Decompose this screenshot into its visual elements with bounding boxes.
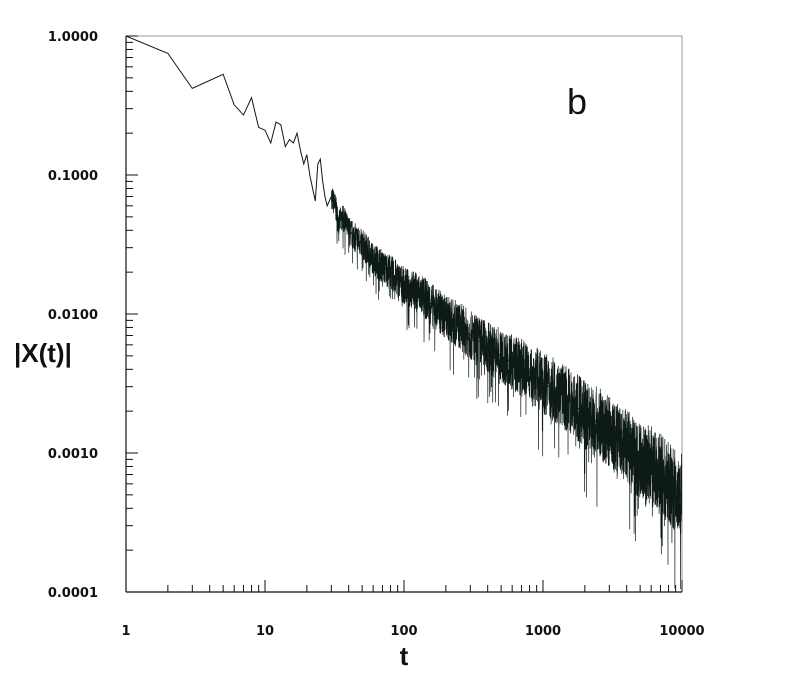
series-line-noise	[330, 188, 682, 590]
y-tick-label: 0.0010	[48, 447, 98, 462]
labels-layer: 1 10 100 1000 10000 1.0000 0.1000 0.0100 0.0010 0…	[48, 30, 705, 639]
x-tick-label: 10	[256, 624, 274, 639]
x-tick-label: 100	[390, 624, 417, 639]
y-tick-label: 0.0001	[48, 586, 98, 601]
data-layer	[125, 35, 683, 590]
panel-label: b	[567, 81, 587, 122]
ticks-layer	[125, 35, 683, 593]
series-line	[126, 36, 682, 496]
y-tick-label: 0.1000	[48, 169, 98, 184]
y-tick-label: 0.0100	[48, 308, 98, 323]
y-tick-label: 1.0000	[48, 30, 98, 45]
x-tick-label: 1	[121, 624, 130, 639]
x-axis-title: t	[400, 641, 409, 671]
y-axis-title: |X(t)|	[14, 338, 72, 368]
x-tick-label: 10000	[659, 624, 704, 639]
x-tick-label: 1000	[525, 624, 561, 639]
